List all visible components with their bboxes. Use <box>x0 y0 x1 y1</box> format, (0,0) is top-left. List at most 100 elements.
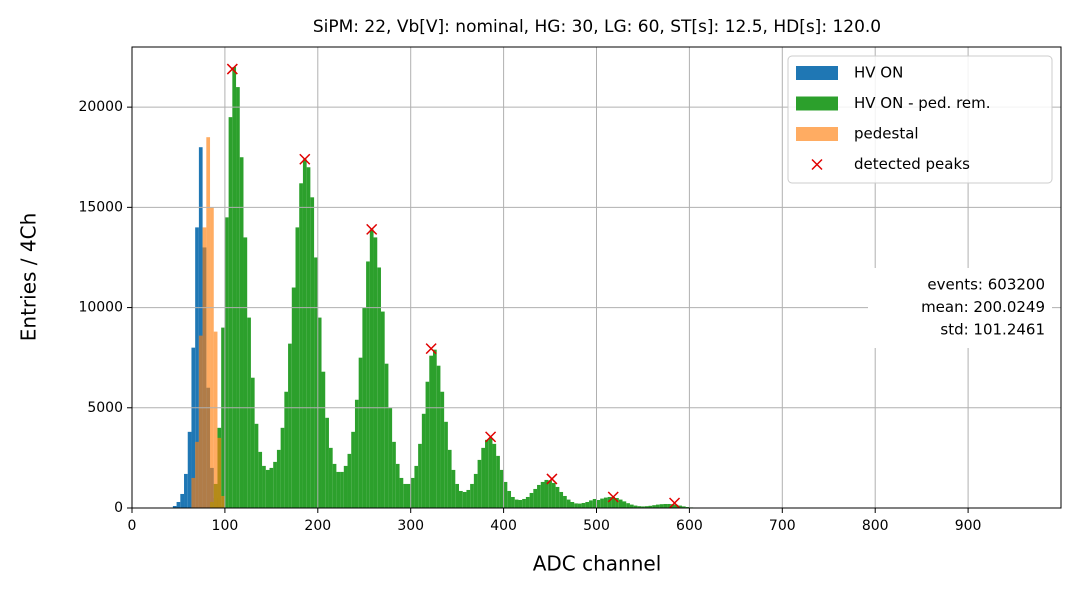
legend-label: HV ON - ped. rem. <box>854 94 991 112</box>
hist-bar <box>240 157 244 508</box>
hist-bar <box>296 227 300 508</box>
legend-swatch <box>796 97 838 111</box>
hist-bar <box>340 472 344 508</box>
hist-bar <box>247 318 251 508</box>
hist-bar <box>552 483 556 508</box>
hist-bar <box>589 500 593 508</box>
y-tick-label: 0 <box>114 500 123 516</box>
hist-bar <box>210 207 214 508</box>
x-tick-label: 600 <box>676 518 703 534</box>
hist-bar <box>351 432 355 508</box>
hist-bar <box>359 358 363 508</box>
hist-bar <box>322 372 326 508</box>
hist-bar <box>344 466 348 508</box>
hist-bar <box>578 504 582 508</box>
hist-bar <box>403 484 407 508</box>
hist-bar <box>392 442 396 508</box>
y-tick-label: 15000 <box>78 199 123 215</box>
hist-bar <box>656 505 660 508</box>
hist-bar <box>288 344 292 508</box>
x-tick-label: 400 <box>490 518 517 534</box>
hist-bar <box>492 444 496 508</box>
hist-bar <box>448 450 452 508</box>
x-tick-label: 200 <box>304 518 331 534</box>
y-tick-label: 20000 <box>78 99 123 115</box>
hist-bar <box>526 497 530 508</box>
hist-bar <box>411 478 415 508</box>
hist-bar <box>221 496 225 508</box>
x-tick-label: 100 <box>212 518 239 534</box>
hist-bar <box>466 490 470 508</box>
hist-bar <box>582 503 586 508</box>
hist-bar <box>563 496 567 508</box>
hist-bar <box>507 491 511 508</box>
hist-bar <box>269 468 273 508</box>
hist-bar <box>418 444 422 508</box>
hist-bar <box>314 257 318 508</box>
legend-label: pedestal <box>854 125 919 143</box>
hist-bar <box>195 442 199 508</box>
stats-text: events: 603200 <box>927 276 1045 294</box>
hist-bar <box>663 504 667 508</box>
hist-bar <box>203 227 207 508</box>
hist-bar <box>593 499 597 508</box>
hist-bar <box>518 500 522 508</box>
hist-bar <box>310 197 314 508</box>
hist-bar <box>559 492 563 508</box>
x-tick-label: 500 <box>583 518 610 534</box>
hist-bar <box>177 502 181 508</box>
hist-bar <box>548 480 552 508</box>
hist-bar <box>188 432 192 508</box>
legend-swatch <box>796 66 838 80</box>
hist-bar <box>336 472 340 508</box>
hist-bar <box>522 499 526 508</box>
hist-bar <box>444 422 448 508</box>
hist-bar <box>333 464 337 508</box>
x-tick-label: 900 <box>955 518 982 534</box>
stats-text: std: 101.2461 <box>940 321 1045 339</box>
chart-title: SiPM: 22, Vb[V]: nominal, HG: 30, LG: 60… <box>313 17 881 37</box>
hist-bar <box>258 452 262 508</box>
hist-bar <box>214 332 218 508</box>
hist-bar <box>299 183 303 508</box>
hist-bar <box>184 474 188 508</box>
y-tick-label: 5000 <box>87 400 123 416</box>
hist-bar <box>567 500 571 508</box>
hist-bar <box>318 318 322 508</box>
hist-bar <box>262 466 266 508</box>
hist-bar <box>307 167 311 508</box>
hist-bar <box>370 229 374 508</box>
hist-bar <box>574 503 578 508</box>
hist-bar <box>374 237 378 508</box>
hist-bar <box>381 312 385 508</box>
hist-bar <box>277 450 281 508</box>
hist-bar <box>478 460 482 508</box>
x-tick-label: 700 <box>769 518 796 534</box>
hist-bar <box>255 424 259 508</box>
hist-bar <box>396 464 400 508</box>
hist-bar <box>422 414 426 508</box>
hist-bar <box>474 474 478 508</box>
hist-bar <box>385 364 389 508</box>
hist-bar <box>429 356 433 508</box>
hist-bar <box>217 438 221 508</box>
hist-bar <box>388 408 392 508</box>
hist-bar <box>221 328 225 508</box>
hist-bar <box>206 137 210 508</box>
y-axis-label: Entries / 4Ch <box>17 213 41 341</box>
hist-bar <box>630 505 634 508</box>
y-tick-label: 10000 <box>78 300 123 316</box>
hist-bar <box>511 497 515 508</box>
hist-bar <box>556 487 560 508</box>
hist-bar <box>284 392 288 508</box>
hist-bar <box>325 418 329 508</box>
hist-bar <box>455 484 459 508</box>
legend-label: detected peaks <box>854 155 970 173</box>
hist-bar <box>452 470 456 508</box>
x-tick-label: 0 <box>128 518 137 534</box>
hist-bar <box>504 482 508 508</box>
hist-bar <box>400 478 404 508</box>
hist-bar <box>489 438 493 508</box>
hist-bar <box>437 366 441 508</box>
hist-bar <box>604 498 608 508</box>
